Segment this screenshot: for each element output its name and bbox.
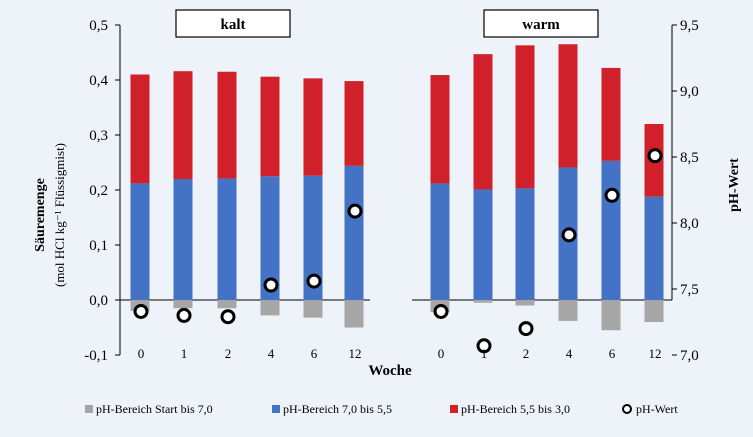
x-tick-label: 0	[138, 346, 145, 361]
x-tick-label: 2	[225, 346, 232, 361]
bar-70-55-kalt-12	[344, 165, 364, 300]
bar-start-warm-1	[473, 300, 493, 303]
bar-70-55-warm-6	[601, 160, 621, 300]
legend-label-55-30: pH-Bereich 5,5 bis 3,0	[461, 402, 570, 416]
ph-point-kalt-6	[306, 273, 322, 289]
x-tick-label: 0	[438, 346, 445, 361]
bar-55-30-kalt-2	[217, 71, 237, 179]
legend-swatch-start	[85, 405, 93, 413]
y-tick-label-right: 7,0	[680, 348, 699, 364]
y-axis-label-right: pH-Wert	[727, 158, 742, 212]
bar-start-kalt-2	[217, 300, 237, 309]
bar-start-warm-2	[515, 300, 535, 306]
y-tick-label-right: 9,0	[680, 84, 699, 100]
y-tick-label-left: 0,2	[89, 183, 108, 199]
legend-marker-ph	[622, 404, 632, 414]
y-tick-label-right: 8,5	[680, 150, 699, 166]
legend-label-ph: pH-Wert	[636, 402, 678, 416]
y-tick-label-left: 0,4	[89, 73, 108, 89]
ph-point-warm-4	[561, 227, 577, 243]
group-label-kalt: kalt	[220, 17, 245, 33]
y-axis-label-left-line2: (mol HCl kg⁻¹ Flüssigmist)	[52, 143, 67, 287]
bar-55-30-warm-1	[473, 54, 493, 190]
bar-55-30-kalt-0	[130, 74, 150, 184]
bar-70-55-warm-0	[430, 183, 450, 300]
legend-swatch-70-55	[272, 405, 280, 413]
x-tick-label: 12	[649, 346, 662, 361]
bar-start-kalt-6	[303, 300, 323, 318]
bar-start-kalt-1	[173, 300, 193, 309]
x-tick-label: 6	[311, 346, 318, 361]
ph-point-kalt-4	[263, 277, 279, 293]
y-tick-label-left: 0,3	[89, 128, 108, 144]
bar-55-30-kalt-6	[303, 78, 323, 176]
legend-swatch-55-30	[450, 405, 458, 413]
bar-55-30-kalt-12	[344, 81, 364, 166]
legend-label-start: pH-Bereich Start bis 7,0	[96, 402, 213, 416]
group-label-box-warm	[483, 9, 599, 38]
y-tick-label-right: 8,0	[680, 216, 699, 232]
ticks-layer: -0,1 0,0 0,1 0,2 0,3 0,4 0,5 7,0 7,5 8,0 8,5 9,0 9,5	[84, 18, 699, 364]
bar-55-30-warm-6	[601, 67, 621, 161]
x-tick-label: 4	[268, 346, 275, 361]
bar-start-kalt-4	[260, 300, 280, 316]
x-tick-label: 1	[181, 346, 188, 361]
y-tick-label-left: -0,1	[84, 348, 108, 364]
y-tick-label-left: 0,1	[89, 238, 108, 254]
y-axis-label-left-line1: Säuremenge	[33, 178, 48, 252]
labels-layer: 0 1 2 4 6 12 0 1 2 4 6 12	[138, 346, 662, 361]
y-tick-label-left: 0,5	[89, 18, 108, 34]
x-tick-label: 2	[523, 346, 530, 361]
ph-point-kalt-1	[176, 307, 192, 323]
bar-start-warm-4	[558, 300, 578, 321]
x-tick-label: 1	[481, 346, 488, 361]
bar-start-warm-12	[644, 300, 664, 322]
bar-70-55-kalt-4	[260, 176, 280, 300]
ph-point-warm-12	[647, 148, 663, 164]
bar-70-55-kalt-0	[130, 183, 150, 300]
y-tick-label-right: 9,5	[680, 18, 699, 34]
ph-point-warm-6	[604, 187, 620, 203]
ph-point-warm-0	[433, 303, 449, 319]
x-tick-label: 6	[609, 346, 616, 361]
ph-point-warm-2	[518, 321, 534, 337]
ph-point-warm-1	[476, 338, 492, 354]
bar-55-30-warm-2	[515, 45, 535, 189]
bar-70-55-kalt-6	[303, 175, 323, 300]
bar-start-kalt-12	[344, 300, 364, 328]
x-tick-label: 12	[349, 346, 362, 361]
ph-point-kalt-12	[347, 203, 363, 219]
ph-point-kalt-0	[133, 303, 149, 319]
x-tick-label: 4	[566, 346, 573, 361]
x-axis-label: Woche	[368, 363, 412, 379]
bar-start-warm-6	[601, 300, 621, 331]
y-tick-label-left: 0,0	[89, 293, 108, 309]
bar-70-55-kalt-1	[173, 179, 193, 300]
ph-point-kalt-2	[220, 309, 236, 325]
y-tick-label-right: 7,5	[680, 282, 699, 298]
group-label-warm: warm	[522, 17, 560, 33]
bar-55-30-kalt-1	[173, 71, 193, 179]
legend-label-70-55: pH-Bereich 7,0 bis 5,5	[283, 402, 392, 416]
bars-layer	[130, 44, 664, 331]
bar-55-30-warm-0	[430, 75, 450, 184]
bar-55-30-warm-4	[558, 44, 578, 168]
bar-70-55-kalt-2	[217, 178, 237, 300]
bar-70-55-warm-1	[473, 189, 493, 300]
points-layer	[133, 148, 663, 354]
bar-70-55-warm-2	[515, 188, 535, 300]
bar-55-30-kalt-4	[260, 76, 280, 177]
bar-70-55-warm-12	[644, 196, 664, 300]
group-label-box-kalt	[175, 9, 291, 38]
legend: pH-Bereich Start bis 7,0 pH-Bereich 7,0 …	[85, 402, 678, 416]
